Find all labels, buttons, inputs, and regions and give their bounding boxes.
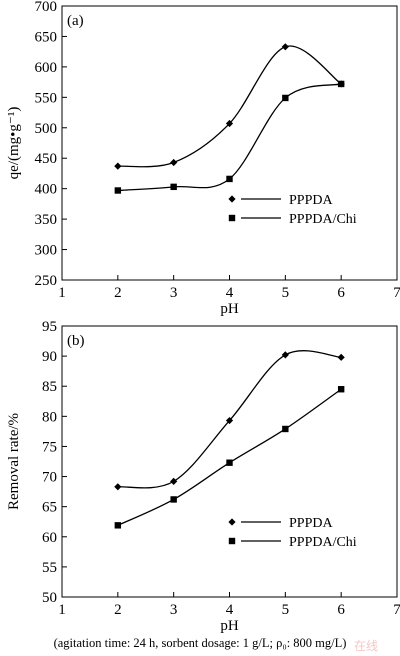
legend-label: PPPDA	[289, 193, 333, 208]
data-point	[114, 522, 122, 529]
watermark: 在线	[353, 639, 378, 653]
data-point	[170, 158, 178, 167]
series-pppda-chi	[114, 80, 345, 194]
data-point	[114, 162, 122, 170]
data-point	[170, 477, 178, 485]
x-tick-label: 3	[170, 285, 178, 301]
legend-marker	[228, 518, 236, 526]
data-point	[170, 183, 177, 191]
chart-panel-a: 1 2 3 4 5 6 7 250 300 350 400 450 500 550 600 650 700 pH q…	[6, 0, 400, 317]
data-point	[281, 351, 289, 359]
data-point	[337, 353, 345, 361]
y-tick-label: 95	[42, 319, 57, 335]
x-tick-label: 2	[114, 602, 122, 618]
series-line	[117, 83, 342, 192]
x-tick-label: 1	[58, 602, 66, 618]
legend-entry: PPPDA/Chi	[228, 535, 357, 550]
y-tick-label: 85	[42, 379, 57, 395]
y-tick-label: 65	[42, 500, 57, 516]
data-point	[170, 496, 177, 503]
y-tick-label: 50	[42, 590, 57, 606]
x-tick-label: 2	[114, 285, 122, 301]
figure: 1 2 3 4 5 6 7250300350400450500550600650700pHq…	[6, 0, 400, 634]
data-point	[225, 416, 234, 425]
legend-label: PPPDA/Chi	[289, 212, 357, 227]
y-tick-label: 500	[35, 121, 58, 137]
y-tick-label: 650	[35, 29, 58, 45]
data-point	[282, 425, 289, 433]
series-line	[117, 45, 342, 168]
data-point	[225, 119, 234, 128]
y-tick-label: 70	[42, 470, 57, 486]
y-axis-label: Removal rate/%	[6, 413, 22, 510]
series-line	[117, 388, 342, 526]
legend-label: PPPDA	[289, 516, 333, 531]
legend-marker	[228, 537, 236, 545]
x-tick-label: 3	[170, 602, 178, 618]
y-tick-label: 250	[35, 273, 58, 289]
data-point	[337, 386, 345, 393]
x-tick-label: 5	[282, 602, 290, 618]
plot-frame	[61, 5, 398, 281]
data-point	[114, 187, 122, 194]
y-axis-label: qe/(mg•g⁻¹)	[6, 107, 22, 180]
panel-label: (a)	[67, 13, 84, 29]
legend-entry: PPPDA	[228, 516, 333, 531]
legend-entry: PPPDA/Chi	[228, 212, 357, 227]
y-tick-label: 90	[42, 349, 57, 365]
y-tick-label: 600	[35, 60, 58, 76]
y-tick-label: 55	[42, 560, 57, 576]
x-tick-label: 6	[337, 285, 345, 301]
figure-caption: (agitation time: 24 h, sorbent dosage: 1…	[53, 636, 347, 650]
series-pppda	[114, 350, 345, 491]
x-tick-label: 1	[58, 285, 66, 301]
x-axis-label: pH	[220, 618, 239, 634]
series-pppda	[114, 43, 345, 170]
legend-marker	[228, 195, 236, 203]
legend-label: PPPDA/Chi	[289, 535, 357, 550]
y-tick-label: 60	[42, 530, 57, 546]
data-point	[226, 175, 233, 183]
x-tick-label: 4	[226, 285, 234, 301]
x-tick-label: 6	[337, 602, 345, 618]
chart-panel-b: 1 2 3 4 5 6 7 50 55 60 65 70 75 80 85 90 95 pH Removal rat…	[6, 319, 400, 634]
legend-marker	[228, 214, 236, 222]
x-tick-label: 5	[282, 285, 290, 301]
y-tick-label: 80	[42, 409, 57, 425]
data-point	[282, 94, 289, 102]
data-point	[226, 459, 233, 466]
data-point	[114, 483, 122, 491]
data-point	[337, 80, 345, 88]
x-axis-label: pH	[220, 301, 239, 317]
series-pppda-chi	[114, 386, 345, 529]
panel-label: (b)	[67, 333, 85, 349]
data-point	[281, 43, 289, 51]
legend-entry: PPPDA	[228, 193, 333, 208]
y-tick-label: 350	[35, 212, 58, 228]
y-tick-label: 75	[42, 439, 57, 455]
x-tick-label: 7	[393, 602, 400, 618]
y-tick-label: 400	[35, 182, 58, 198]
y-tick-label: 550	[35, 90, 58, 106]
x-tick-label: 7	[393, 285, 400, 301]
x-tick-label: 4	[226, 602, 234, 618]
y-tick-label: 300	[35, 243, 58, 259]
y-tick-label: 450	[35, 151, 58, 167]
y-tick-label: 700	[35, 0, 58, 15]
